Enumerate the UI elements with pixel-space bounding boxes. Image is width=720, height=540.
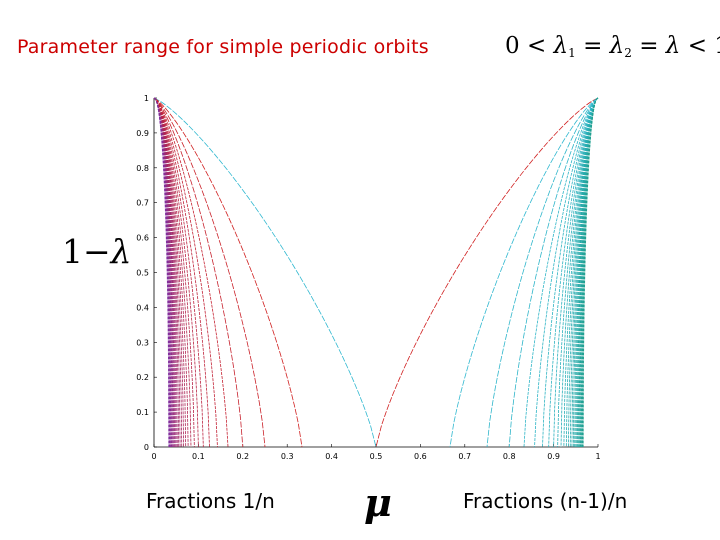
slide-title: Parameter range for simple periodic orbi… <box>17 36 429 58</box>
y-tick-label: 0.1 <box>136 408 149 417</box>
orbit-curve-right <box>486 97 599 448</box>
orbit-curve-right <box>508 97 599 448</box>
x-tick-label: 0.9 <box>547 452 560 461</box>
y-tick-label: 0.8 <box>136 164 149 173</box>
orbit-curve-right <box>560 97 599 448</box>
orbit-curve-right <box>548 97 599 448</box>
orbit-curve-right <box>523 97 599 448</box>
x-tick-label: 0.6 <box>414 452 427 461</box>
footer-fractions-n-minus-1-over-n: Fractions (n-1)/n <box>463 489 628 513</box>
orbit-curve-right <box>534 97 599 448</box>
orbit-curve-left <box>153 97 303 448</box>
y-axis-label: 1−λ <box>62 232 132 271</box>
orbit-curve-right <box>449 97 599 448</box>
x-tick-label: 0.4 <box>325 452 338 461</box>
orbit-parameter-chart: 0 0.1 0.2 0.3 0.4 0.5 0.6 0.7 0.8 0.9 1 0 0.1 0.2 0.3 0… <box>136 94 600 461</box>
orbit-curve-left <box>153 97 377 448</box>
x-tick-label: 0.5 <box>370 452 383 461</box>
x-tick-label: 0 <box>151 452 156 461</box>
orbit-curve-left <box>153 97 266 448</box>
x-tick-label: 0.8 <box>503 452 516 461</box>
orbit-curve-left <box>153 97 185 448</box>
x-tick-label: 0.2 <box>236 452 249 461</box>
orbit-curve-left <box>153 97 229 448</box>
x-tick-label: 1 <box>595 452 600 461</box>
orbit-curve-left <box>153 97 170 448</box>
x-axis-label: μ <box>364 480 392 525</box>
x-tick-label: 0.3 <box>281 452 294 461</box>
orbit-curve-right <box>375 97 599 448</box>
y-tick-label: 0.4 <box>136 303 149 312</box>
orbit-curve-right <box>567 97 599 448</box>
orbit-curve-left <box>153 97 204 448</box>
y-tick-label: 0.7 <box>136 199 149 208</box>
y-tick-label: 0.2 <box>136 373 149 382</box>
orbit-curve-right <box>582 97 599 448</box>
orbit-curve-left <box>153 97 210 448</box>
footer-fractions-1-over-n: Fractions 1/n <box>146 489 275 513</box>
orbit-curve-left <box>153 97 218 448</box>
y-tick-label: 1 <box>144 94 149 103</box>
y-tick-label: 0.6 <box>136 234 149 243</box>
y-tick-label: 0.5 <box>136 269 149 278</box>
orbit-curve-left <box>153 97 244 448</box>
x-tick-label: 0.1 <box>192 452 205 461</box>
y-tick-label: 0.3 <box>136 338 149 347</box>
lambda-range-equation: 0 < λ1 = λ2 = λ < 1 <box>505 33 720 60</box>
orbit-curve-right <box>542 97 599 448</box>
x-tick-label: 0.7 <box>458 452 471 461</box>
orbit-curve-left <box>153 97 183 448</box>
orbit-curve-left <box>153 97 192 448</box>
orbit-curve-right <box>569 97 599 448</box>
y-tick-label: 0 <box>144 443 149 452</box>
y-tick-label: 0.9 <box>136 129 149 138</box>
